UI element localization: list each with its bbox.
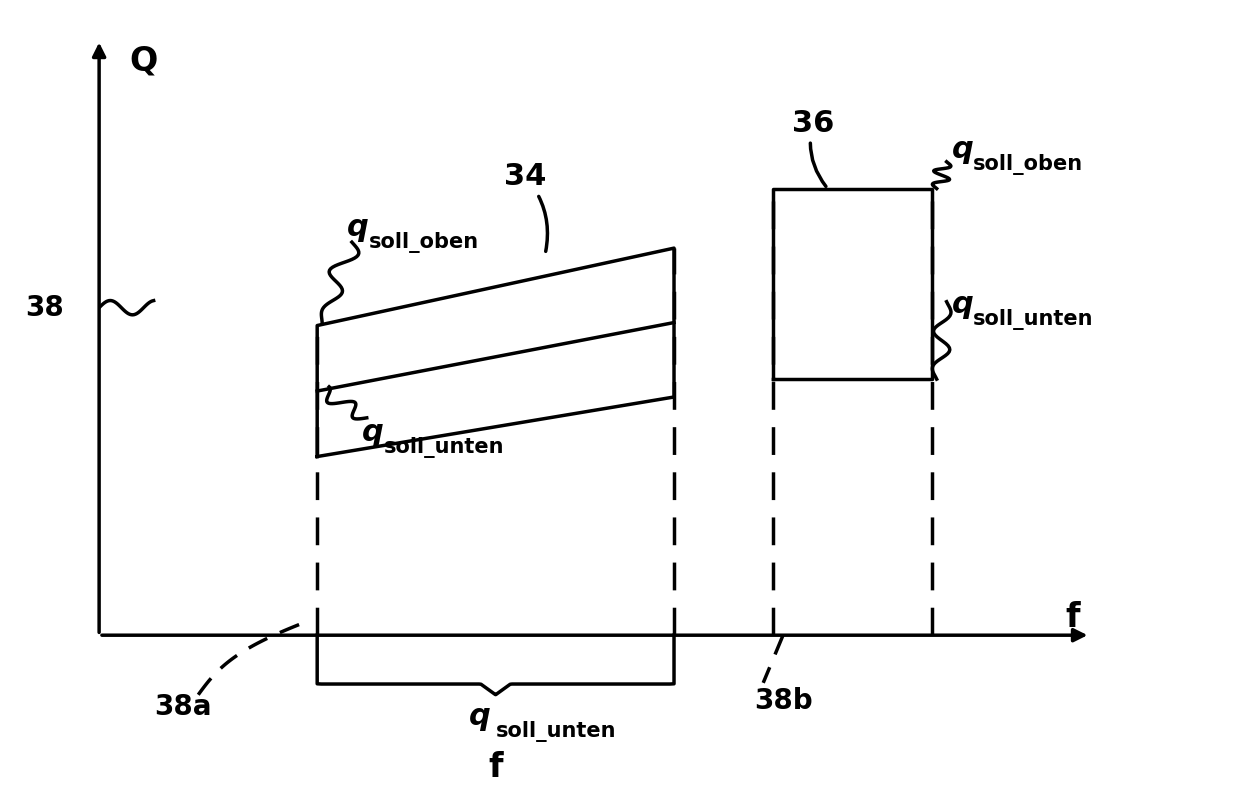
Text: q: q — [468, 702, 491, 731]
Text: 38: 38 — [26, 294, 64, 322]
Text: soll_unten: soll_unten — [496, 721, 616, 742]
Text: q: q — [952, 135, 974, 164]
Text: q: q — [362, 418, 384, 447]
Text: f: f — [1066, 601, 1079, 634]
Text: soll_unten: soll_unten — [974, 309, 1094, 330]
Text: q: q — [952, 290, 974, 319]
Text: Q: Q — [130, 44, 157, 77]
Text: 36: 36 — [792, 109, 834, 187]
Text: 38b: 38b — [753, 687, 813, 715]
Text: q: q — [347, 213, 369, 242]
Text: soll_oben: soll_oben — [974, 154, 1083, 175]
Text: soll_unten: soll_unten — [384, 437, 504, 458]
Text: 34: 34 — [504, 162, 548, 252]
Text: f: f — [488, 751, 503, 784]
Text: soll_oben: soll_oben — [369, 232, 478, 252]
Text: 38a: 38a — [155, 692, 212, 721]
